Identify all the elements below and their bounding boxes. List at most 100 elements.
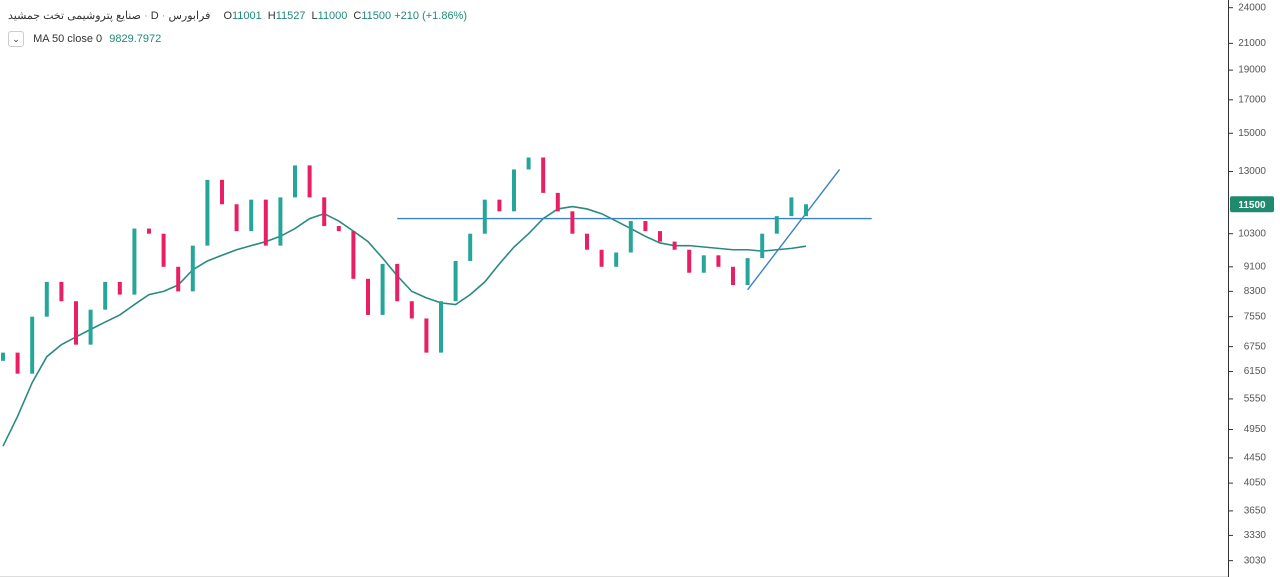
trendline bbox=[747, 169, 841, 291]
y-tick-label: 9100 bbox=[1244, 261, 1267, 272]
candle-body bbox=[220, 179, 224, 205]
candle-body bbox=[804, 204, 808, 217]
candle-body bbox=[497, 199, 502, 212]
y-tick-label: 4050 bbox=[1244, 478, 1267, 489]
candle-body bbox=[468, 233, 473, 261]
candle-body bbox=[628, 221, 633, 253]
candle-body bbox=[789, 197, 794, 217]
ohlc: O11001 H11527 L11000 C11500 bbox=[213, 10, 394, 22]
candle-body bbox=[190, 245, 195, 292]
y-tick-label: 10300 bbox=[1238, 228, 1266, 239]
y-tick-label: 8300 bbox=[1244, 286, 1267, 297]
candle-body bbox=[395, 263, 400, 302]
candle-body bbox=[760, 233, 765, 259]
candle-body bbox=[249, 199, 254, 232]
price-tag bbox=[1230, 196, 1274, 213]
candle-body bbox=[234, 204, 239, 232]
candle-body bbox=[147, 228, 151, 234]
y-tick-label: 5550 bbox=[1244, 394, 1267, 405]
candle-body bbox=[482, 199, 487, 234]
candle-body bbox=[176, 266, 181, 292]
y-tick-label: 6750 bbox=[1244, 341, 1267, 352]
y-tick-label: 6150 bbox=[1244, 366, 1267, 377]
candle-body bbox=[263, 199, 268, 246]
candle-body bbox=[380, 263, 385, 315]
interval: D bbox=[150, 10, 159, 22]
candle-body bbox=[643, 221, 648, 232]
candle-body bbox=[585, 233, 589, 250]
candle-body bbox=[599, 249, 604, 267]
change-pct: (+1.86%) bbox=[422, 10, 468, 22]
candle-body bbox=[453, 260, 458, 302]
indicator-value: 9829.7972 bbox=[109, 32, 162, 45]
candle-body bbox=[614, 252, 619, 267]
ohlc-value: 11500 bbox=[361, 10, 392, 22]
candle-body bbox=[15, 352, 20, 374]
candle-body bbox=[526, 157, 531, 170]
candle-body bbox=[774, 216, 779, 234]
candle-body bbox=[701, 255, 706, 273]
candle-body bbox=[103, 281, 108, 310]
y-tick-label: 3330 bbox=[1244, 530, 1267, 541]
ohlc-key: C bbox=[353, 10, 362, 22]
y-tick-label: 21000 bbox=[1238, 38, 1266, 49]
candle-body bbox=[512, 169, 516, 212]
candle-body bbox=[672, 241, 677, 250]
candle-body bbox=[555, 192, 560, 212]
candle-body bbox=[293, 165, 297, 198]
y-tick-label: 3030 bbox=[1244, 555, 1267, 566]
candle-body bbox=[74, 301, 78, 345]
y-tick-label: 19000 bbox=[1238, 65, 1266, 76]
candle-body bbox=[205, 179, 210, 246]
price-tag-label: 11500 bbox=[1238, 200, 1266, 211]
candle-body bbox=[44, 281, 49, 317]
indicator-row: ⌄ MA 50 close 0 9829.7972 bbox=[8, 31, 161, 47]
candle-body bbox=[570, 211, 575, 234]
candle-body bbox=[30, 316, 35, 374]
candle-body bbox=[59, 281, 64, 302]
y-tick-label: 4450 bbox=[1244, 453, 1267, 464]
candle-body bbox=[424, 318, 429, 353]
ohlc-value: 11527 bbox=[275, 10, 306, 22]
y-tick-label: 4950 bbox=[1244, 424, 1267, 435]
candle-body bbox=[351, 231, 356, 279]
y-tick-label: 13000 bbox=[1238, 166, 1266, 177]
candle-body bbox=[278, 197, 283, 246]
exchange: فرابورس bbox=[168, 10, 211, 22]
candle-body bbox=[132, 228, 137, 295]
candle-body bbox=[745, 258, 750, 286]
candle-body bbox=[409, 301, 414, 319]
candle-body bbox=[731, 266, 735, 286]
ma-line bbox=[2, 205, 807, 447]
collapse-button[interactable]: ⌄ bbox=[8, 31, 24, 47]
candle-body bbox=[161, 233, 166, 267]
candle-body bbox=[307, 165, 312, 198]
candle-body bbox=[117, 281, 122, 295]
ohlc-value: 11000 bbox=[317, 10, 348, 22]
candle-body bbox=[658, 231, 662, 242]
y-tick-label: 7550 bbox=[1244, 311, 1267, 322]
candle-body bbox=[439, 301, 443, 353]
change: +210 bbox=[394, 10, 419, 22]
candle-body bbox=[88, 309, 93, 345]
ohlc-key: L bbox=[311, 10, 318, 22]
indicator-name: MA 50 close 0 bbox=[33, 32, 103, 45]
symbol: صنایع پتروشیمی تخت جمشید bbox=[8, 10, 141, 22]
y-tick-label: 24000 bbox=[1238, 2, 1266, 13]
legend: صنایع پتروشیمی تخت جمشید · D · فرابورس O… bbox=[8, 10, 468, 22]
ohlc-key: H bbox=[267, 10, 276, 22]
candle-body bbox=[366, 278, 370, 315]
candle-body bbox=[541, 157, 546, 193]
candle-body bbox=[1, 352, 5, 361]
candle-body bbox=[716, 255, 721, 267]
ohlc-value: 11001 bbox=[232, 10, 262, 22]
y-tick-label: 17000 bbox=[1238, 94, 1266, 105]
ohlc-key: O bbox=[223, 10, 232, 22]
y-tick-label: 15000 bbox=[1238, 128, 1266, 139]
y-tick-label: 3650 bbox=[1244, 506, 1267, 517]
candle-body bbox=[336, 226, 341, 232]
candle-body bbox=[687, 249, 692, 273]
candle-body bbox=[322, 197, 327, 227]
